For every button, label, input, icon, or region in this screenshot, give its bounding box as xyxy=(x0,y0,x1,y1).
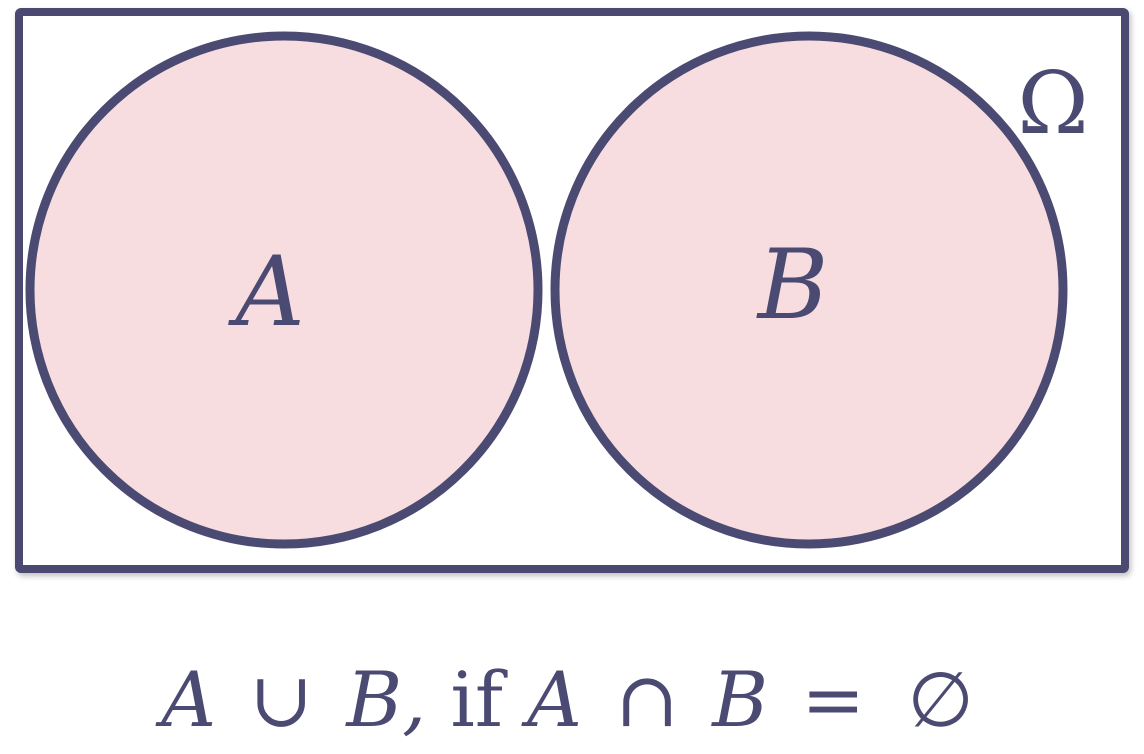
set-b-label: B xyxy=(756,229,829,341)
caption-set-a-second: A xyxy=(527,655,583,744)
equals-symbol: = xyxy=(801,655,866,744)
caption-condition-word: if xyxy=(450,655,503,744)
union-condition-caption: A ∪ B, if A ∩ B = ∅ xyxy=(0,650,1144,750)
set-a-circle xyxy=(25,31,543,549)
set-a-label: A xyxy=(227,236,304,348)
universe-label: Ω xyxy=(1017,54,1088,154)
caption-set-a: A xyxy=(161,655,217,744)
empty-set-symbol: ∅ xyxy=(907,655,974,744)
set-b-circle xyxy=(550,31,1068,549)
caption-set-b: B, xyxy=(346,655,427,744)
union-symbol: ∪ xyxy=(249,655,314,744)
venn-diagram: A B Ω xyxy=(15,8,1129,573)
intersection-symbol: ∩ xyxy=(615,655,679,744)
caption-set-b-second: B xyxy=(712,655,769,744)
